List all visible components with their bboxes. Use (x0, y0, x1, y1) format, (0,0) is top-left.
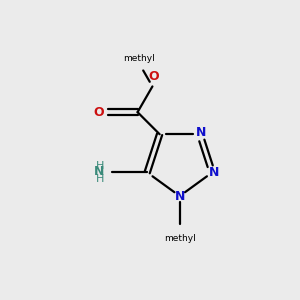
Text: N: N (196, 126, 206, 139)
Text: O: O (94, 106, 104, 119)
Text: N: N (208, 166, 219, 179)
Text: N: N (175, 190, 185, 202)
Text: methyl: methyl (164, 234, 196, 243)
Text: O: O (148, 70, 159, 83)
Text: N: N (94, 165, 104, 178)
Text: H: H (96, 161, 104, 171)
Text: H: H (96, 174, 104, 184)
Text: methyl: methyl (123, 54, 155, 63)
